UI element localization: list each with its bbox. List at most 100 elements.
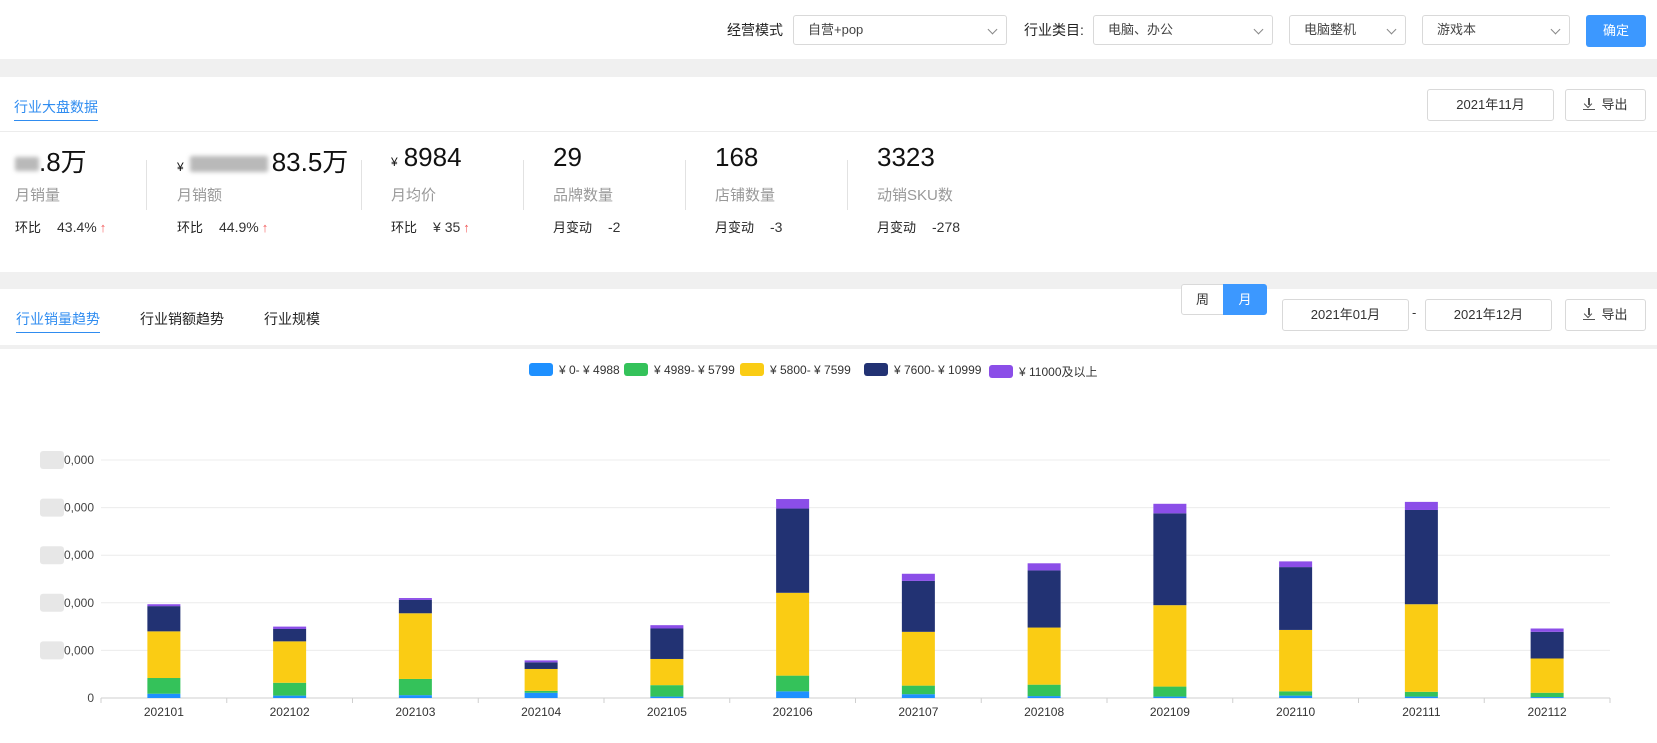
- y-tick-label: 0,000: [64, 548, 94, 562]
- bar-segment: [147, 678, 181, 694]
- tab-industry-scale[interactable]: 行业规模: [264, 311, 320, 327]
- legend-swatch: [864, 363, 888, 376]
- trend-export-button[interactable]: 导出: [1565, 299, 1646, 331]
- bar-segment: [1027, 570, 1061, 628]
- kpi-delta-value: -2: [608, 219, 621, 235]
- download-icon: [1583, 308, 1596, 320]
- period-month-toggle[interactable]: 月: [1223, 284, 1267, 315]
- x-tick-label: 202109: [1150, 705, 1190, 719]
- bar-segment: [398, 599, 432, 614]
- bar-segment: [273, 695, 307, 698]
- range-separator: -: [1412, 305, 1417, 320]
- bar-segment: [273, 628, 307, 642]
- month-picker[interactable]: 2021年11月: [1427, 89, 1554, 121]
- x-tick-label: 202111: [1402, 705, 1441, 719]
- redacted-blur: [15, 157, 39, 172]
- kpi-avg-price: ¥8984 月均价 环比 ¥ 35 ↑: [391, 142, 470, 236]
- mode-select-value: 自营+pop: [808, 22, 864, 37]
- bar-segment: [776, 691, 810, 698]
- chevron-down-icon: [1253, 24, 1264, 35]
- tab-sales-volume-trend[interactable]: 行业销量趋势: [16, 309, 100, 333]
- x-tick-label: 202106: [773, 705, 813, 719]
- range-start-picker[interactable]: 2021年01月: [1282, 299, 1409, 331]
- bar-segment: [650, 685, 684, 697]
- bar-segment: [1530, 628, 1564, 632]
- bar-segment: [776, 508, 810, 593]
- x-tick-label: 202108: [1024, 705, 1064, 719]
- bar-segment: [1530, 697, 1564, 698]
- category-label: 行业类目:: [1024, 22, 1084, 38]
- y-tick-label: 0: [87, 691, 94, 705]
- legend-label: ¥ 7600- ¥ 10999: [894, 363, 982, 377]
- bar-segment: [1404, 691, 1438, 697]
- bar-segment: [147, 693, 181, 698]
- export-label: 导出: [1601, 97, 1628, 112]
- arrow-up-icon: ↑: [261, 220, 269, 235]
- tab-overview[interactable]: 行业大盘数据: [14, 97, 98, 121]
- bar-segment: [1404, 509, 1438, 605]
- chevron-down-icon: [1550, 24, 1561, 35]
- redacted-blur: [40, 498, 64, 517]
- y-tick-label: 0,000: [64, 453, 94, 467]
- bar-segment: [273, 682, 307, 696]
- legend-swatch: [740, 363, 764, 376]
- y-tick-label: 0,000: [64, 501, 94, 515]
- kpi-delta-label: 环比: [177, 220, 204, 235]
- download-icon: [1583, 98, 1596, 110]
- range-end-picker[interactable]: 2021年12月: [1425, 299, 1552, 331]
- legend-label: ¥ 11000及以上: [1019, 365, 1098, 379]
- leaf-category-select[interactable]: 游戏本: [1422, 15, 1570, 45]
- bar-segment: [901, 694, 935, 698]
- overview-export-button[interactable]: 导出: [1565, 89, 1646, 121]
- kpi-separator: [146, 160, 147, 210]
- leaf-category-select-value: 游戏本: [1437, 22, 1477, 37]
- bar-segment: [1404, 696, 1438, 698]
- bar-segment: [1027, 627, 1061, 685]
- tab-sales-amount-trend[interactable]: 行业销额趋势: [140, 311, 224, 327]
- bar-segment: [1404, 501, 1438, 510]
- category-select-value: 电脑、办公: [1108, 22, 1174, 37]
- kpi-delta-label: 环比: [15, 220, 42, 235]
- overview-card: 行业大盘数据 2021年11月 导出 .8万 月销量 环比 43.4% ↑ ¥83.…: [0, 77, 1657, 272]
- category-select[interactable]: 电脑、办公: [1093, 15, 1273, 45]
- kpi-separator: [361, 160, 362, 210]
- bar-segment: [901, 573, 935, 581]
- x-tick-label: 202112: [1528, 705, 1567, 719]
- bar-segment: [398, 598, 432, 600]
- legend-item[interactable]: ¥ 11000及以上: [989, 363, 1098, 380]
- legend-item[interactable]: ¥ 7600- ¥ 10999: [864, 363, 981, 377]
- x-tick-label: 202110: [1276, 705, 1315, 719]
- legend-swatch: [989, 365, 1013, 378]
- kpi-delta-value: -3: [770, 219, 783, 235]
- bar-segment: [524, 692, 558, 698]
- bar-segment: [398, 695, 432, 698]
- legend-item[interactable]: ¥ 0- ¥ 4988: [529, 363, 620, 377]
- bar-segment: [1027, 684, 1061, 697]
- bar-segment: [147, 604, 181, 607]
- bar-segment: [1279, 695, 1313, 698]
- currency-symbol: ¥: [177, 160, 184, 174]
- kpi-brand-count: 29 品牌数量 月变动 -2: [553, 142, 620, 236]
- mode-label: 经营模式: [727, 22, 783, 38]
- bar-segment: [1530, 631, 1564, 659]
- kpi-sku-count: 3323 动销SKU数 月变动 -278: [877, 142, 960, 236]
- kpi-monthly-sales: ¥83.5万 月销额 环比 44.9% ↑: [177, 142, 348, 236]
- legend-item[interactable]: ¥ 5800- ¥ 7599: [740, 363, 851, 377]
- kpi-delta-value: 43.4%: [57, 219, 97, 235]
- legend-item[interactable]: ¥ 4989- ¥ 5799: [624, 363, 735, 377]
- legend-swatch: [529, 363, 553, 376]
- legend-label: ¥ 4989- ¥ 5799: [654, 363, 735, 377]
- bar-segment: [1279, 561, 1313, 568]
- arrow-up-icon: ↑: [463, 220, 470, 235]
- bar-segment: [1404, 604, 1438, 692]
- bar-segment: [1153, 513, 1187, 606]
- period-week-toggle[interactable]: 周: [1181, 284, 1224, 315]
- confirm-button[interactable]: 确定: [1586, 15, 1646, 47]
- bar-segment: [273, 626, 307, 629]
- bar-segment: [1279, 629, 1313, 692]
- subcategory-select[interactable]: 电脑整机: [1289, 15, 1406, 45]
- bar-segment: [147, 631, 181, 679]
- bar-segment: [1027, 696, 1061, 698]
- mode-select[interactable]: 自营+pop: [793, 15, 1007, 45]
- kpi-delta-label: 月变动: [715, 220, 755, 235]
